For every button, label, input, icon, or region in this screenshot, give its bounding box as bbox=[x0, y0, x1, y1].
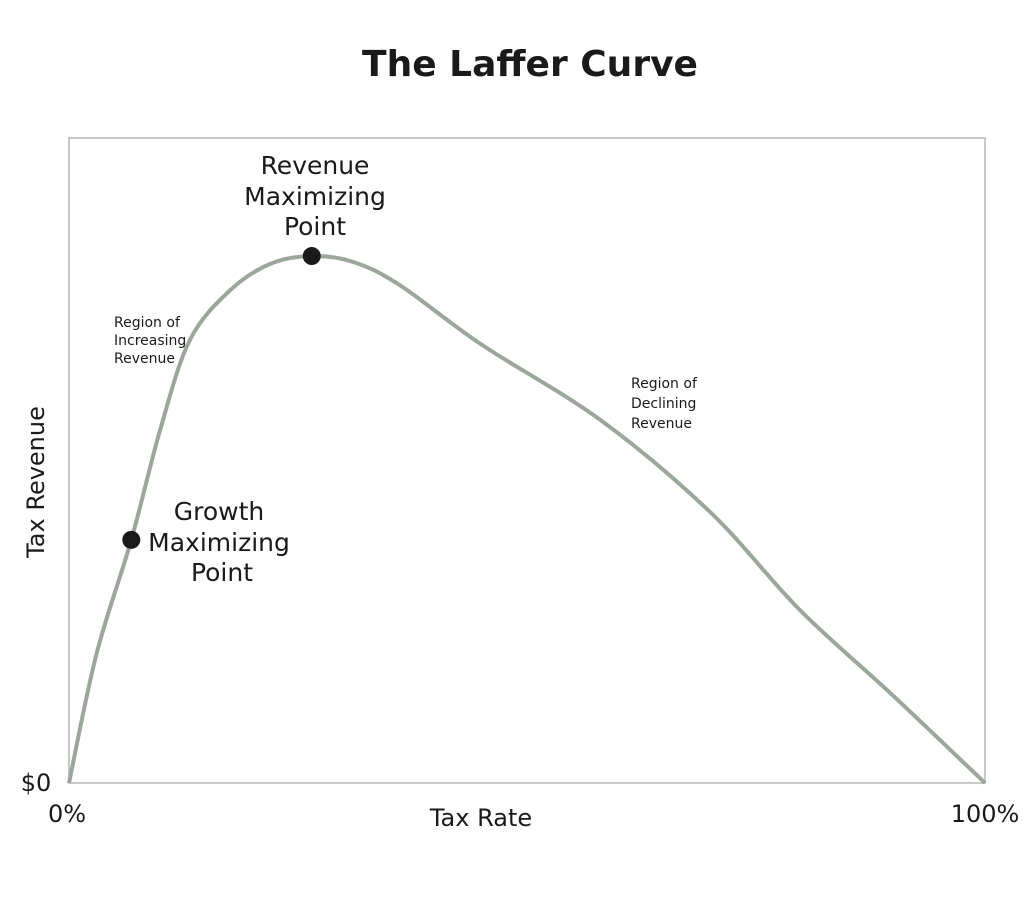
svg-text:Declining: Declining bbox=[631, 396, 696, 412]
svg-text:Region of: Region of bbox=[114, 315, 181, 331]
svg-text:Maximizing: Maximizing bbox=[244, 182, 386, 211]
x-tick-100: 100% bbox=[951, 800, 1020, 828]
plot-frame bbox=[68, 137, 986, 784]
laffer-curve-line bbox=[67, 253, 987, 785]
x-tick-0: 0% bbox=[48, 800, 86, 828]
growth-maximizing-point bbox=[122, 530, 141, 549]
svg-text:Revenue: Revenue bbox=[261, 151, 370, 180]
svg-text:Revenue: Revenue bbox=[114, 351, 175, 367]
y-tick-0: $0 bbox=[21, 769, 52, 797]
growth-point-label: Growth Maximizing Point bbox=[148, 497, 290, 587]
region-declining-label: Region of Declining Revenue bbox=[631, 376, 698, 432]
svg-text:Increasing: Increasing bbox=[114, 333, 186, 349]
y-axis-label: Tax Revenue bbox=[22, 406, 50, 559]
svg-text:Point: Point bbox=[284, 212, 346, 241]
revenue-point-label: Revenue Maximizing Point bbox=[244, 151, 386, 241]
svg-text:Point: Point bbox=[191, 558, 253, 587]
revenue-maximizing-point bbox=[302, 247, 321, 266]
svg-text:Growth: Growth bbox=[174, 497, 265, 526]
svg-text:Region of: Region of bbox=[631, 376, 698, 392]
svg-text:Revenue: Revenue bbox=[631, 416, 692, 432]
svg-text:Maximizing: Maximizing bbox=[148, 528, 290, 557]
chart-title: The Laffer Curve bbox=[362, 44, 698, 85]
x-axis-label: Tax Rate bbox=[429, 804, 532, 832]
region-increasing-label: Region of Increasing Revenue bbox=[114, 315, 186, 367]
